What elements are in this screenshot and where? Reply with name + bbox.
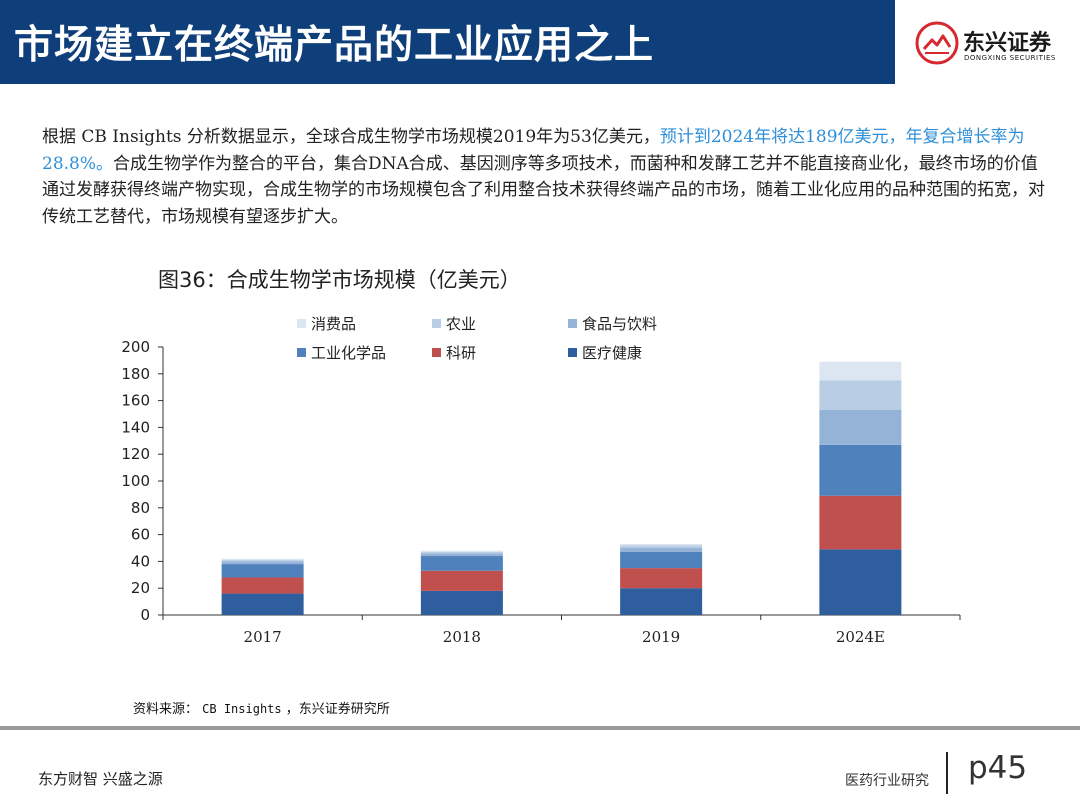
y-tick-label: 80 — [131, 499, 150, 517]
bar-segment — [620, 545, 703, 548]
page-number: p45 — [968, 750, 1028, 786]
y-tick-label: 60 — [131, 526, 150, 544]
y-tick-label: 140 — [121, 418, 150, 436]
legend-label: 医疗健康 — [582, 343, 643, 362]
bar-segment — [221, 564, 304, 578]
page-title: 市场建立在终端产品的工业应用之上 — [14, 23, 655, 68]
dongxing-logo-icon — [915, 21, 959, 65]
bar-segment — [620, 588, 703, 615]
legend-label: 农业 — [446, 314, 477, 333]
bar-segment — [620, 548, 703, 553]
bar-segment — [819, 495, 902, 550]
legend-item: 消费品 — [297, 313, 356, 333]
footer-divider-line — [0, 726, 1080, 730]
bar-segment — [420, 550, 503, 553]
bar-segment — [221, 558, 304, 561]
bar-segment — [819, 444, 902, 496]
source-note: 资料来源： CB Insights ，东兴证券研究所 — [133, 698, 390, 717]
legend-swatch — [432, 347, 441, 357]
bar-segment — [420, 556, 503, 571]
paragraph-text-1: 根据 CB Insights 分析数据显示，全球合成生物学市场规模2019年为5… — [42, 127, 660, 147]
legend-swatch — [568, 318, 577, 328]
y-tick-label: 200 — [121, 338, 150, 356]
header-bar: 市场建立在终端产品的工业应用之上 — [0, 0, 895, 84]
bar-segment — [819, 409, 902, 445]
bar-segment — [620, 568, 703, 589]
legend-label: 工业化学品 — [311, 343, 387, 362]
legend-item: 工业化学品 — [297, 342, 386, 362]
legend-swatch — [568, 347, 577, 357]
x-tick-label: 2024E — [836, 628, 885, 646]
bar-segment — [420, 590, 503, 615]
legend-swatch — [297, 318, 306, 328]
legend-label: 食品与饮料 — [582, 314, 658, 333]
bar-segment — [420, 570, 503, 591]
y-tick-label: 0 — [140, 606, 150, 624]
legend-swatch — [297, 347, 306, 357]
logo-name: 东兴证券 — [963, 31, 1052, 56]
bar-segment — [819, 549, 902, 615]
source-label: 资料来源： — [133, 702, 199, 717]
paragraph-text-2: 合成生物学作为整合的平台，集合DNA合成、基因测序等多项技术，而菌种和发酵工艺并… — [42, 153, 1045, 227]
y-tick-label: 100 — [121, 472, 150, 490]
paragraph-highlight: 预计到2024年将达189亿美元，年复合增长率为28.8%。 — [42, 127, 1025, 174]
body-paragraph: 根据 CB Insights 分析数据显示，全球合成生物学市场规模2019年为5… — [42, 124, 1052, 230]
bar-segment — [819, 380, 902, 410]
bar-segment — [420, 553, 503, 557]
bar-segment — [221, 593, 304, 615]
legend-item: 科研 — [432, 342, 476, 362]
footer-slogan: 东方财智 兴盛之源 — [38, 770, 163, 788]
x-tick-label: 2018 — [443, 628, 481, 646]
legend-swatch — [432, 318, 441, 328]
x-tick-label: 2017 — [244, 628, 282, 646]
source-suffix: ，东兴证券研究所 — [285, 702, 390, 717]
logo-english-name: DONGXING SECURITIES — [964, 54, 1056, 62]
y-tick-label: 20 — [131, 579, 150, 597]
bar-segment — [221, 561, 304, 565]
x-tick-label: 2019 — [642, 628, 680, 646]
bar-segment — [819, 361, 902, 381]
legend-item: 农业 — [432, 313, 476, 333]
legend-item: 医疗健康 — [568, 342, 642, 362]
y-tick-label: 120 — [121, 445, 150, 463]
bar-segment — [221, 560, 304, 562]
footer-vertical-divider — [946, 752, 948, 794]
y-tick-label: 160 — [121, 392, 150, 410]
y-tick-label: 180 — [121, 365, 150, 383]
legend-label: 科研 — [446, 343, 477, 362]
bar-segment — [620, 552, 703, 569]
bar-segment — [221, 577, 304, 594]
legend-label: 消费品 — [311, 314, 357, 333]
company-logo: 东兴证券 DONGXING SECURITIES — [895, 0, 1080, 84]
figure-title: 图36：合成生物学市场规模（亿美元） — [158, 268, 521, 292]
bar-segment — [620, 543, 703, 546]
footer-section-label: 医药行业研究 — [845, 773, 929, 789]
source-origin: CB Insights — [202, 702, 282, 716]
bar-segment — [420, 552, 503, 554]
y-tick-label: 40 — [131, 552, 150, 570]
legend-item: 食品与饮料 — [568, 313, 657, 333]
